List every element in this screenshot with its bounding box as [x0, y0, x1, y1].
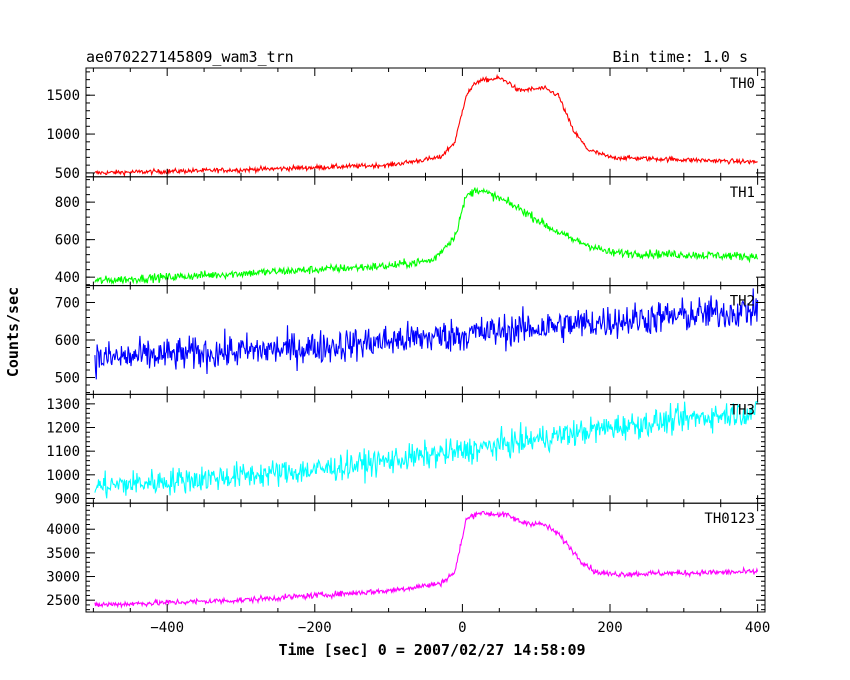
y-tick-label: 800: [55, 195, 80, 211]
y-tick-label: 400: [55, 270, 80, 286]
y-tick-label: 700: [55, 295, 80, 311]
y-tick-label: 1500: [46, 88, 80, 104]
y-tick-label: 500: [55, 166, 80, 182]
figure-title: ae070227145809_wam3_trn: [86, 48, 294, 66]
y-tick-label: 1000: [46, 127, 80, 143]
panel-th3: 900 1000 1100 1200 1300 TH3: [46, 393, 766, 507]
series-line-th3: [94, 400, 759, 499]
y-tick-label: 3500: [46, 546, 80, 562]
x-tick-label: −200: [298, 620, 332, 636]
y-tick-label: 500: [55, 371, 80, 387]
panel-frame: [85, 285, 766, 395]
series-line-th1: [94, 186, 759, 285]
series-line-th2: [94, 288, 759, 380]
y-tick-label: 1000: [46, 468, 80, 484]
y-tick-label: 900: [55, 491, 80, 507]
x-tick-label: 0: [458, 620, 466, 636]
series-label-th2: TH2: [730, 294, 755, 310]
panel-th2: 500 600 700 TH2: [55, 285, 766, 395]
panel-th1: 400 600 800 TH1: [55, 176, 766, 287]
series-label-th3: TH3: [730, 402, 755, 418]
y-tick-label: 600: [55, 333, 80, 349]
bin-time-label: Bin time: 1.0 s: [613, 48, 748, 66]
y-tick-label: 600: [55, 233, 80, 249]
series-line-th0123: [94, 510, 759, 609]
x-tick-label: 200: [597, 620, 622, 636]
panel-frame: [85, 502, 766, 613]
panel-th0: 500 1000 1500 TH0: [46, 67, 766, 182]
x-tick-label: −400: [150, 620, 184, 636]
y-tick-label: 4000: [46, 522, 80, 538]
y-tick-label: 1100: [46, 444, 80, 460]
panel-frame: [85, 67, 766, 178]
series-line-th0: [94, 73, 758, 177]
y-tick-label: 1300: [46, 397, 80, 413]
y-tick-label: 1200: [46, 421, 80, 437]
y-axis-label: Counts/sec: [4, 287, 22, 377]
panel-frame: [85, 176, 766, 287]
series-label-th1: TH1: [730, 185, 755, 201]
series-label-th0: TH0: [730, 76, 755, 92]
panel-th0123: 2500 3000 3500 4000 TH0123: [46, 502, 766, 613]
y-tick-label: 2500: [46, 593, 80, 609]
series-label-th0123: TH0123: [704, 511, 755, 527]
x-axis-label: Time [sec] 0 = 2007/02/27 14:58:09: [278, 641, 585, 659]
x-tick-label: 400: [745, 620, 770, 636]
y-tick-label: 3000: [46, 570, 80, 586]
